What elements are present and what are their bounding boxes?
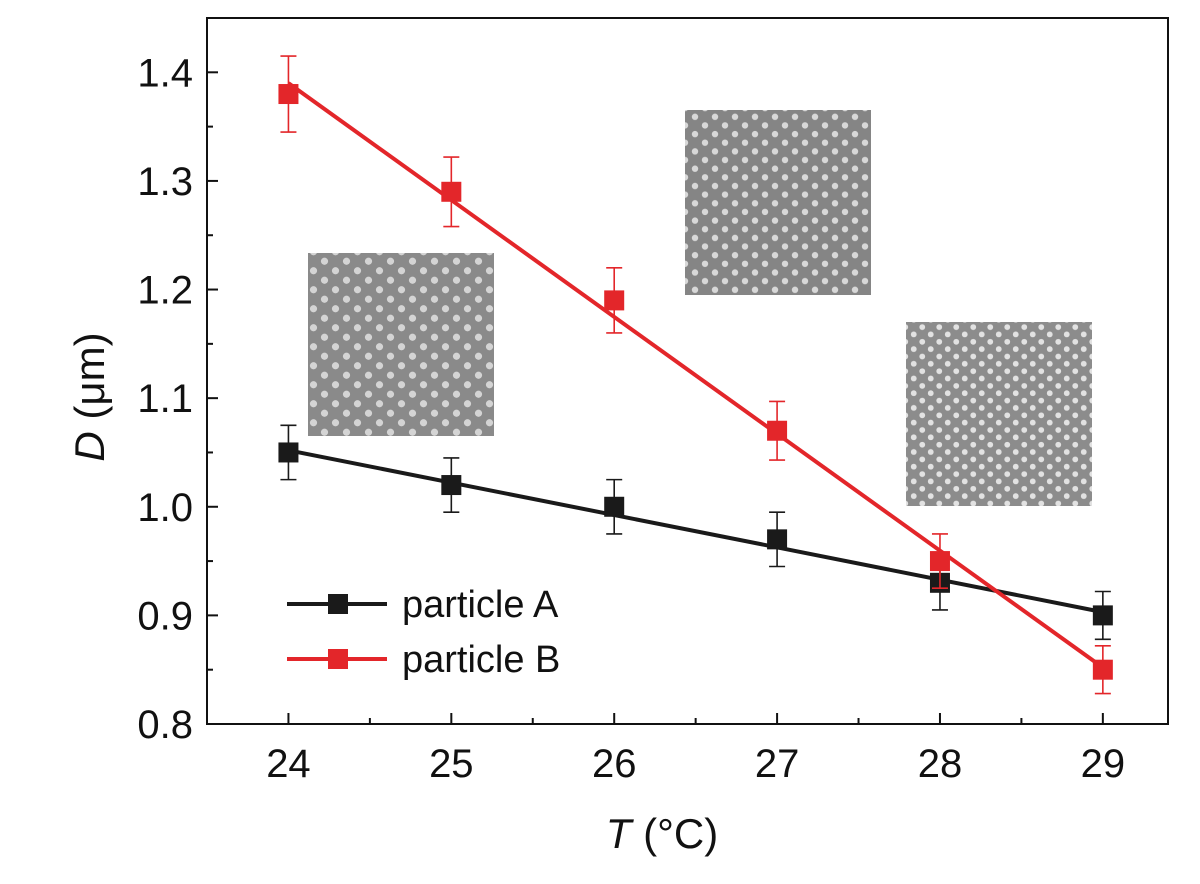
x-tick-label: 26 [592,742,637,786]
plot-frame [206,17,1169,725]
y-tick-label: 0.9 [137,594,193,638]
series-particle-b [278,55,1113,695]
y-axis-label: D (μm) [66,332,113,461]
axes: 0.8 0.9 1.0 1.1 1.2 1.3 1.4 24 25 26 27 28 29 [137,17,1169,786]
inset-micrograph-left [308,253,494,436]
fit-line [287,81,1105,670]
x-tick-label: 25 [429,742,474,786]
y-tick-label: 1.2 [137,269,193,313]
x-tick-label: 29 [1081,742,1126,786]
y-tick-label: 1.1 [137,377,193,421]
data-point [278,442,299,463]
y-tick-label: 1.4 [137,51,193,95]
y-tick-label: 0.8 [137,703,193,747]
inset-micrograph-right [906,322,1092,506]
data-point [1092,659,1113,680]
data-point [441,181,462,202]
data-point [604,290,625,311]
series-layer [278,55,1113,695]
legend-marker [328,594,348,614]
legend-label: particle A [402,584,559,626]
y-tick-label: 1.0 [137,486,193,530]
legend-marker [328,649,348,669]
x-tick-label: 28 [918,742,963,786]
inset-micrograph-top [685,110,871,295]
x-tick-label: 27 [755,742,800,786]
data-point [1092,605,1113,626]
fit-line [288,448,1104,615]
data-point [441,475,462,496]
y-tick-label: 1.3 [137,160,193,204]
data-point [767,420,788,441]
x-axis-label: T (°C) [606,810,718,857]
data-point [604,496,625,517]
data-point [278,84,299,105]
data-point [767,529,788,550]
data-point [929,551,950,572]
legend-label: particle B [402,639,560,681]
legend: particle A particle B [287,584,560,681]
x-tick-label: 24 [266,742,311,786]
